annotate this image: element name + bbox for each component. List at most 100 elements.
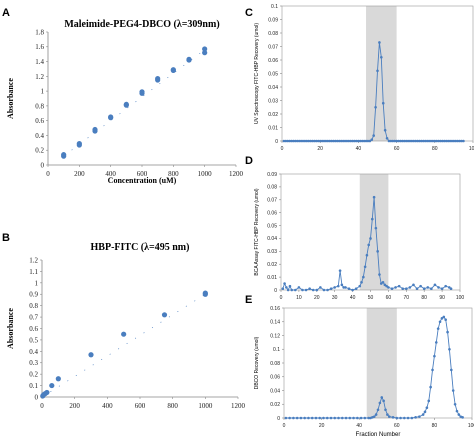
series-point — [393, 139, 396, 143]
series-point — [399, 139, 402, 143]
series-point — [299, 416, 303, 420]
series-point — [447, 286, 451, 289]
series-point — [301, 288, 304, 292]
series-point — [433, 354, 436, 358]
series-point — [301, 139, 305, 143]
series-point — [292, 139, 295, 143]
y-tick-label: 0.05 — [267, 223, 277, 229]
series-point — [425, 139, 429, 143]
data-point — [202, 46, 208, 52]
x-tick-label: 20 — [319, 423, 325, 429]
series-point — [338, 269, 342, 272]
series-point — [399, 416, 402, 420]
y-tick-label: 1.8 — [35, 28, 44, 36]
series-point — [376, 69, 379, 73]
x-tick-label: 90 — [439, 295, 445, 301]
x-tick-label: 0 — [40, 402, 44, 410]
x-tick-label: 800 — [168, 170, 179, 178]
series-point — [430, 287, 433, 291]
y-tick-label: 0.9 — [29, 291, 38, 299]
series-point — [295, 416, 299, 420]
panel-label-e: E — [245, 294, 252, 306]
series-point — [322, 139, 326, 143]
series-point — [385, 284, 388, 288]
y-tick-label: 0.6 — [35, 117, 44, 125]
series-point — [366, 139, 370, 143]
series-point — [391, 416, 395, 419]
series-point — [443, 139, 446, 143]
series-point — [372, 195, 376, 199]
y-tick-label: 0.02 — [267, 262, 277, 268]
series-point — [333, 416, 337, 420]
chart-c-uv-recovery: 0 20 40 60 80 100 0 0.01 0.02 0.03 0.04 0.05 0.06 0.0… — [254, 4, 474, 152]
x-tick-label: 0 — [46, 170, 50, 178]
series-point — [283, 282, 286, 285]
series-point — [290, 288, 294, 292]
trendline — [41, 293, 206, 398]
y-tick-label: 0.2 — [35, 147, 44, 155]
y-tick-label: 0.3 — [29, 359, 38, 367]
series-point — [329, 287, 333, 291]
series-point — [410, 139, 414, 143]
series-point — [422, 139, 425, 143]
y-tick-label: 0.4 — [35, 132, 44, 140]
data-point — [139, 89, 145, 95]
y-tick-label: 0.08 — [268, 31, 278, 37]
series-point — [351, 288, 354, 292]
series-point — [454, 139, 458, 143]
series-point — [437, 139, 440, 143]
y-tick-label: 0.14 — [270, 320, 280, 326]
x-tick-label: 40 — [356, 146, 362, 152]
y-tick-label: 0.06 — [270, 375, 280, 381]
series-point — [297, 139, 301, 143]
series-point — [303, 139, 307, 143]
series-point — [419, 284, 422, 288]
series-point — [367, 243, 371, 247]
y-tick-label: 0.1 — [29, 382, 38, 390]
series-point — [370, 217, 374, 221]
y-tick-label: 0.4 — [29, 348, 38, 356]
series-point — [385, 137, 389, 140]
x-axis-label: Concentration (uM) — [108, 176, 177, 185]
x-tick-label: 0 — [283, 423, 286, 429]
series-point — [311, 139, 314, 143]
series-point — [414, 416, 417, 419]
series-point — [290, 139, 293, 143]
x-tick-label: 40 — [356, 423, 362, 429]
series-point — [285, 286, 288, 289]
series-point — [457, 413, 461, 416]
series-point — [444, 139, 448, 143]
y-tick-label: 0.03 — [267, 249, 277, 255]
series-point — [281, 287, 285, 291]
series-point — [431, 368, 434, 372]
series-point — [408, 286, 412, 289]
series-point — [367, 416, 370, 420]
x-tick-label: 1000 — [198, 402, 213, 410]
series-point — [448, 139, 452, 143]
series-point — [369, 237, 372, 240]
series-point — [282, 139, 286, 143]
series-point — [441, 139, 444, 143]
series-point — [297, 286, 301, 289]
series-point — [336, 139, 339, 143]
y-tick-label: 0.07 — [267, 198, 277, 204]
series-point — [294, 288, 297, 292]
shaded-region — [366, 6, 397, 141]
series-point — [313, 139, 316, 143]
series-point — [452, 139, 456, 143]
data-point — [108, 114, 114, 120]
series-point — [326, 288, 329, 292]
x-tick-label: 30 — [332, 295, 338, 301]
series-point — [363, 265, 367, 269]
series-point — [288, 284, 292, 288]
series-point — [332, 139, 335, 143]
series-point — [380, 56, 383, 59]
y-tick-label: 0.7 — [29, 314, 38, 322]
series-point — [319, 286, 322, 289]
y-tick-label: 0.8 — [35, 102, 44, 110]
series-point — [360, 139, 364, 143]
series-point — [304, 288, 308, 292]
series-point — [406, 416, 410, 420]
series-point — [354, 287, 358, 291]
